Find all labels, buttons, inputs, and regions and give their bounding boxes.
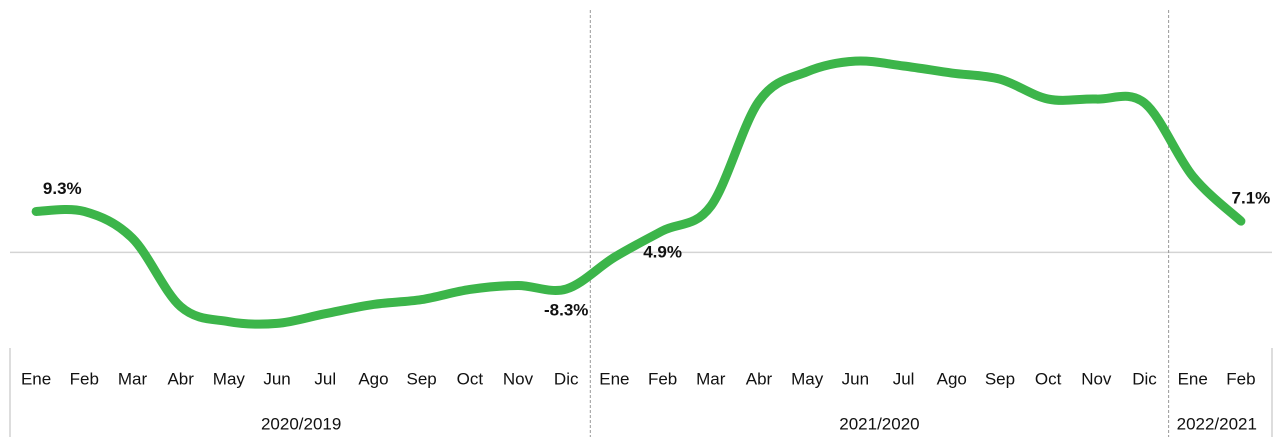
x-tick-label: Oct <box>457 369 484 388</box>
x-tick-label: Mar <box>118 369 148 388</box>
data-label: -8.3% <box>544 301 588 320</box>
x-tick-label: Dic <box>554 369 579 388</box>
x-tick-label: Ago <box>358 369 388 388</box>
x-tick-label: Feb <box>70 369 99 388</box>
x-tick-label: Sep <box>407 369 437 388</box>
x-tick-label: Sep <box>985 369 1015 388</box>
x-tick-label: Feb <box>1226 369 1255 388</box>
x-tick-label: Oct <box>1035 369 1062 388</box>
x-tick-label: Dic <box>1132 369 1157 388</box>
x-tick-label: May <box>213 369 246 388</box>
x-tick-label: Ene <box>1178 369 1208 388</box>
group-label: 2020/2019 <box>261 414 341 433</box>
x-tick-label: Abr <box>746 369 773 388</box>
x-tick-label: Ene <box>21 369 51 388</box>
data-label: 7.1% <box>1232 189 1271 208</box>
x-tick-label: Jul <box>314 369 336 388</box>
x-tick-label: Jun <box>842 369 869 388</box>
x-tick-label: Jun <box>263 369 290 388</box>
line <box>31 56 1246 329</box>
x-tick-label: Nov <box>503 369 534 388</box>
x-tick-label: Feb <box>648 369 677 388</box>
group-label: 2021/2020 <box>839 414 919 433</box>
x-tick-label: Ene <box>599 369 629 388</box>
x-tick-label: Ago <box>937 369 967 388</box>
data-label: 4.9% <box>643 242 682 261</box>
x-tick-label: Mar <box>696 369 726 388</box>
x-tick-label: Nov <box>1081 369 1112 388</box>
x-tick-label: Abr <box>167 369 194 388</box>
data-label: 9.3% <box>43 179 82 198</box>
x-tick-label: Jul <box>893 369 915 388</box>
group-label: 2022/2021 <box>1177 414 1257 433</box>
x-tick-label: May <box>791 369 824 388</box>
